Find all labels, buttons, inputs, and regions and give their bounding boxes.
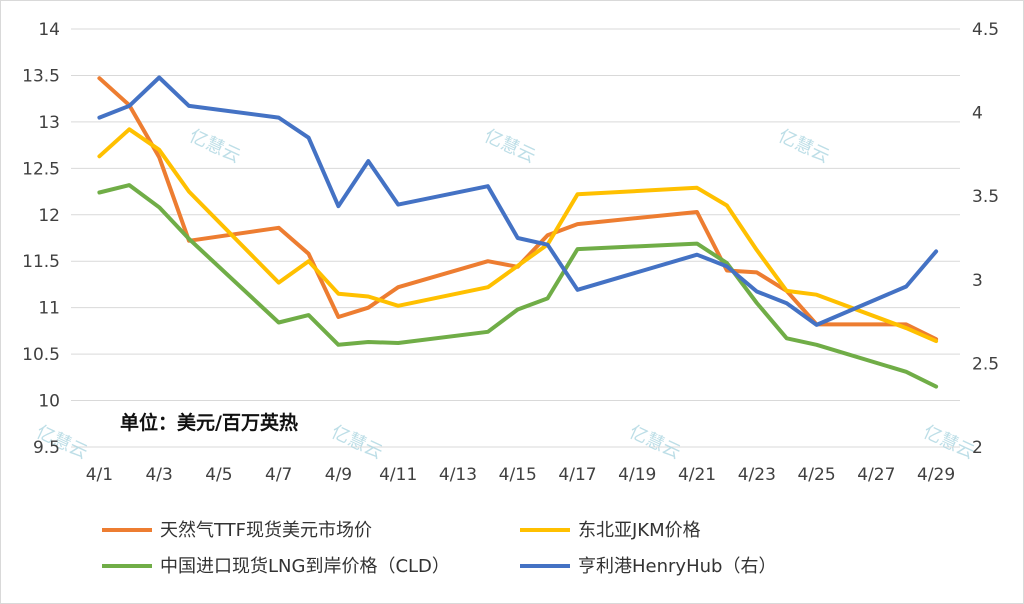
x-axis-ticks: 4/1 4/3 4/5 4/7 4/9 4/11 4/13 4/15 4/17 4/19 4/21 4…: [86, 465, 955, 485]
series-line-0: [97, 76, 939, 342]
x-tick-label: 4/7: [265, 465, 292, 485]
left-tick-label: 13.5: [22, 66, 60, 86]
left-tick-label: 11: [38, 299, 60, 319]
legend-label: 天然气TTF现货美元市场价: [160, 520, 372, 541]
left-tick-label: 10: [38, 392, 60, 412]
right-tick-label: 4.5: [972, 20, 999, 40]
series-line-1: [97, 127, 939, 344]
right-tick-label: 4: [972, 104, 983, 124]
legend-label: 亨利港HenryHub（右）: [578, 556, 776, 577]
left-tick-label: 14: [38, 20, 60, 40]
series-lines: [97, 75, 939, 389]
x-tick-label: 4/19: [618, 465, 656, 485]
legend-label: 中国进口现货LNG到岸价格（CLD）: [160, 556, 450, 577]
x-tick-label: 4/27: [857, 465, 895, 485]
gridlines: [71, 28, 960, 448]
right-tick-label: 3.5: [972, 187, 999, 207]
left-tick-label: 10.5: [22, 345, 60, 365]
right-tick-label: 2.5: [972, 354, 999, 374]
x-tick-label: 4/1: [86, 465, 113, 485]
left-axis-ticks: 9.5 10 10.5 11 11.5 12 12.5 13 13.5 14: [22, 20, 60, 458]
x-tick-label: 4/9: [325, 465, 352, 485]
x-tick-label: 4/5: [205, 465, 232, 485]
x-tick-label: 4/15: [499, 465, 537, 485]
left-tick-label: 11.5: [22, 252, 60, 272]
left-tick-label: 13: [38, 113, 60, 133]
left-tick-label: 9.5: [33, 438, 60, 458]
x-tick-label: 4/23: [738, 465, 776, 485]
x-tick-label: 4/25: [797, 465, 835, 485]
left-tick-label: 12.5: [22, 159, 60, 179]
series-line-2: [97, 183, 939, 389]
x-tick-label: 4/21: [678, 465, 716, 485]
right-tick-label: 3: [972, 271, 983, 291]
right-tick-label: 2: [972, 438, 983, 458]
right-axis-ticks: 2 2.5 3 3.5 4 4.5: [972, 20, 999, 458]
x-tick-label: 4/11: [379, 465, 417, 485]
left-tick-label: 12: [38, 206, 60, 226]
series-line-3: [97, 75, 939, 327]
x-tick-label: 4/29: [917, 465, 955, 485]
x-tick-label: 4/17: [558, 465, 596, 485]
unit-note: 单位：美元/百万英热: [120, 411, 298, 434]
x-tick-label: 4/13: [439, 465, 477, 485]
legend-label: 东北亚JKM价格: [578, 520, 701, 541]
x-tick-label: 4/3: [145, 465, 172, 485]
